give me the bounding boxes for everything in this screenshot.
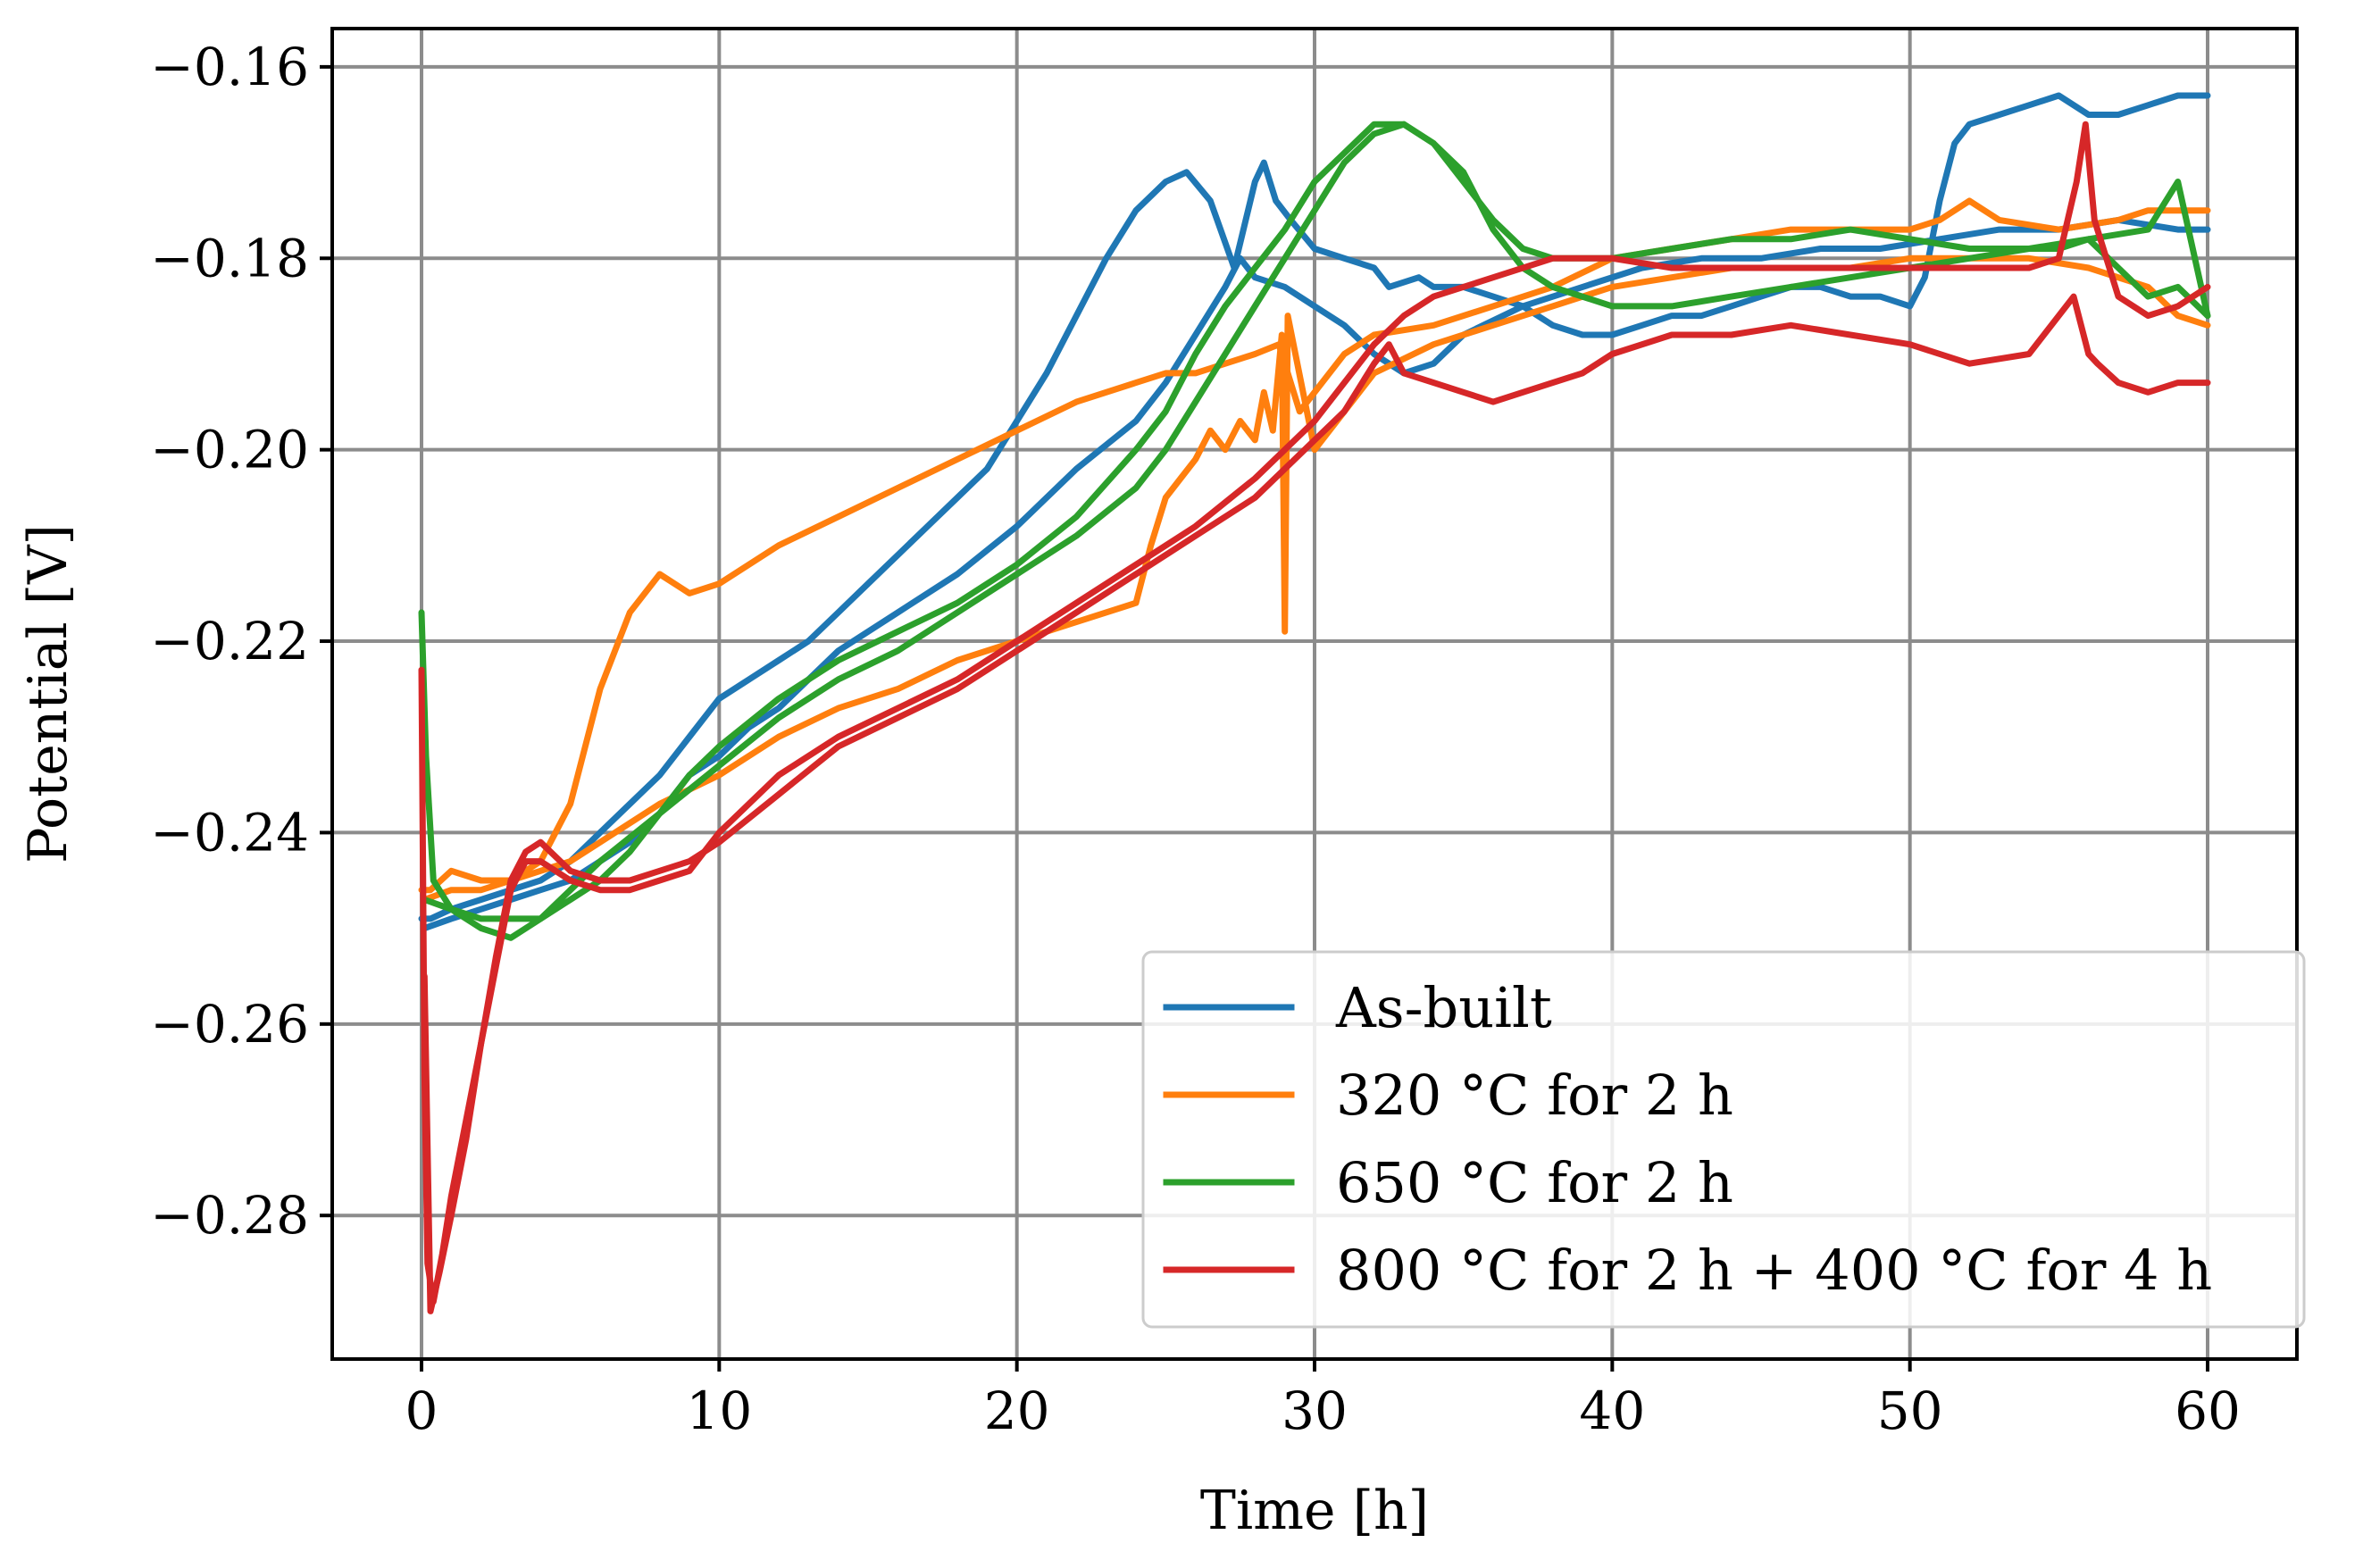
x-tick-label: 20 xyxy=(984,1380,1050,1441)
axis-ticks: 0 10 20 30 40 50 60 −0.16 −0.18 −0.20 −0.22 −0.24 −0… xyxy=(150,37,2241,1441)
legend-label: 800 °C for 2 h + 400 °C for 4 h xyxy=(1336,1238,2212,1303)
y-axis-label: Potential [V] xyxy=(17,524,79,863)
legend-box xyxy=(1141,950,2306,1329)
x-tick-label: 0 xyxy=(405,1380,438,1441)
y-tick-label: −0.28 xyxy=(150,1185,309,1246)
series-line-7 xyxy=(421,121,2211,1314)
x-axis-label: Time [h] xyxy=(1200,1480,1429,1542)
x-tick-label: 50 xyxy=(1877,1380,1943,1441)
y-tick-label: −0.26 xyxy=(150,994,309,1055)
series-layer xyxy=(418,92,2211,1314)
y-tick-label: −0.22 xyxy=(150,611,309,671)
y-tick-label: −0.20 xyxy=(150,420,309,480)
legend: As-built 320 °C for 2 h 650 °C for 2 h 800 … xyxy=(1141,950,2306,1329)
legend-label: 650 °C for 2 h xyxy=(1336,1150,1733,1215)
series-line-2 xyxy=(418,197,2211,894)
x-tick-label: 30 xyxy=(1282,1380,1348,1441)
y-tick-label: −0.24 xyxy=(150,802,309,863)
y-tick-label: −0.18 xyxy=(150,228,309,288)
x-tick-label: 60 xyxy=(2175,1380,2241,1441)
x-tick-label: 10 xyxy=(686,1380,752,1441)
x-tick-label: 40 xyxy=(1579,1380,1645,1441)
legend-label: As-built xyxy=(1335,975,1552,1040)
y-tick-label: −0.16 xyxy=(150,37,309,97)
legend-label: 320 °C for 2 h xyxy=(1336,1063,1733,1128)
series-line-5 xyxy=(421,121,2211,941)
